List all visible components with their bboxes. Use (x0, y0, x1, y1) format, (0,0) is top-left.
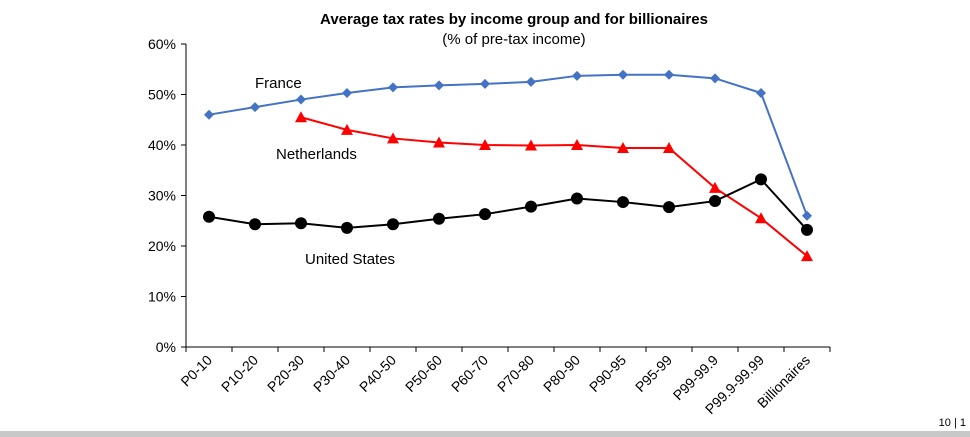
data-point (480, 78, 490, 89)
data-point (663, 142, 675, 154)
data-point (342, 87, 352, 98)
data-point (296, 94, 306, 105)
y-tick-label: 40% (148, 137, 176, 153)
x-tick-label: P95-99 (632, 352, 675, 395)
data-point (709, 195, 721, 208)
data-point (203, 210, 215, 223)
series-label-netherlands: Netherlands (276, 146, 357, 163)
x-tick-label: P50-60 (402, 352, 445, 395)
data-point (617, 142, 629, 154)
series-layer (203, 69, 813, 262)
series-netherlands (295, 111, 813, 262)
series-line-united-states (208, 178, 808, 231)
series-line-netherlands (300, 116, 808, 257)
data-point (341, 123, 353, 135)
series-united-states (203, 173, 813, 236)
y-tick-label: 10% (148, 289, 176, 305)
data-point (295, 217, 307, 230)
x-tick-label: P30-40 (310, 352, 353, 395)
bottom-bar (0, 431, 970, 437)
data-point (664, 69, 674, 80)
data-point (802, 210, 812, 221)
data-point (572, 70, 582, 81)
data-point (525, 139, 537, 151)
data-point (295, 111, 307, 123)
x-tick-label: P80-90 (540, 352, 583, 395)
series-line-france (208, 73, 808, 217)
data-point (479, 139, 491, 150)
page-number: 10 | 1 (938, 417, 966, 429)
data-point (801, 250, 813, 262)
x-tick-label: P90-95 (586, 352, 629, 395)
chart-subtitle: (% of pre-tax income) (442, 31, 585, 48)
y-tick-label: 50% (148, 87, 176, 103)
x-tick-label: P40-50 (356, 352, 399, 395)
data-point (387, 132, 399, 144)
data-point (434, 80, 444, 91)
data-point (479, 208, 491, 221)
data-point (571, 139, 583, 150)
data-point (710, 73, 720, 84)
series-label-united-states: United States (305, 251, 395, 268)
data-point (801, 223, 813, 236)
data-point (571, 192, 583, 205)
x-tick-label: P20-30 (264, 352, 307, 395)
y-tick-label: 30% (148, 188, 176, 204)
y-tick-label: 0% (156, 339, 176, 355)
series-label-france: France (255, 75, 302, 92)
data-point (341, 221, 353, 234)
data-point (663, 201, 675, 214)
data-point (250, 102, 260, 113)
data-point (709, 181, 721, 193)
data-point (249, 218, 261, 231)
y-tick-label: 60% (148, 36, 176, 52)
data-point (388, 82, 398, 93)
y-tick-label: 20% (148, 238, 176, 254)
x-tick-label: P60-70 (448, 352, 491, 395)
data-point (755, 173, 767, 186)
x-tick-label: P0-10 (177, 352, 215, 390)
x-tick-label: P70-80 (494, 352, 537, 395)
data-point (387, 218, 399, 231)
data-point (204, 109, 214, 120)
data-point (756, 87, 766, 98)
data-point (525, 200, 537, 213)
data-point (618, 69, 628, 80)
data-point (617, 196, 629, 209)
data-point (526, 76, 536, 87)
series-france (204, 69, 812, 221)
data-point (755, 212, 767, 224)
x-tick-label: P10-20 (218, 352, 261, 395)
data-point (433, 212, 445, 225)
data-point (433, 136, 445, 148)
chart-title: Average tax rates by income group and fo… (320, 11, 708, 28)
